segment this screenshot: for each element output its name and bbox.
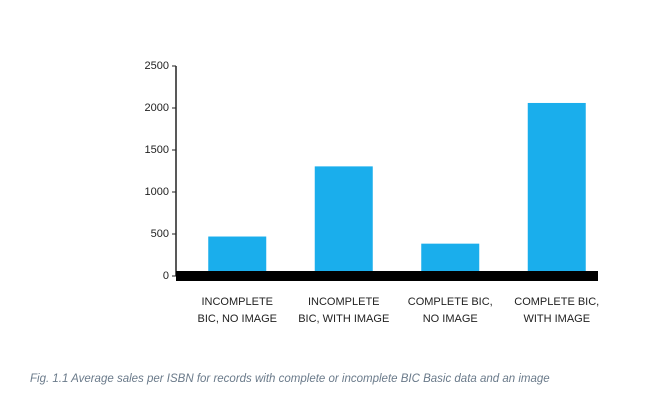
caption: Fig. 1.1 Average sales per ISBN for reco… bbox=[30, 373, 550, 385]
x-tick-label: INCOMPLETE BIC, NO IMAGE bbox=[198, 296, 277, 325]
y-tick-label: 500 bbox=[151, 228, 169, 240]
bar bbox=[208, 236, 267, 276]
x-tick-label: INCOMPLETE BIC, WITH IMAGE bbox=[298, 296, 389, 325]
x-tick-label: COMPLETE BIC, NO IMAGE bbox=[408, 296, 493, 325]
baseline bbox=[176, 271, 598, 281]
y-tick-label: 2500 bbox=[145, 60, 169, 72]
y-tick-label: 0 bbox=[163, 270, 169, 282]
y-tick-label: 1500 bbox=[145, 144, 169, 156]
bar bbox=[527, 102, 586, 277]
bar bbox=[421, 243, 480, 276]
bar bbox=[314, 166, 373, 276]
y-tick-label: 1000 bbox=[145, 186, 169, 198]
y-tick-label: 2000 bbox=[145, 102, 169, 114]
x-tick-label: COMPLETE BIC, WITH IMAGE bbox=[514, 296, 599, 325]
